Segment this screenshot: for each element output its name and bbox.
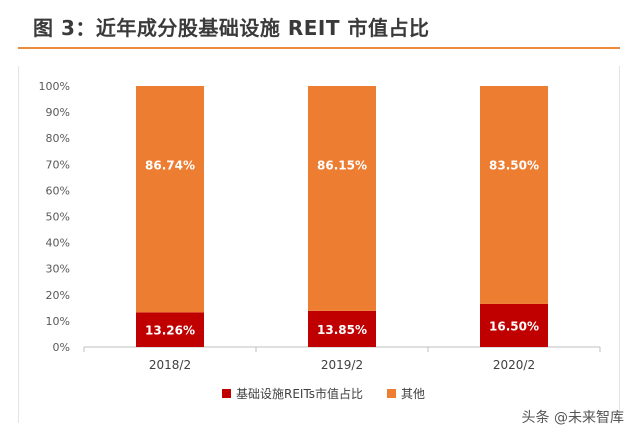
y-tick-label: 70%	[46, 158, 70, 171]
y-tick-label: 10%	[46, 315, 70, 328]
data-label: 13.85%	[317, 323, 367, 337]
chart-title: 图 3：近年成分股基础设施 REIT 市值占比	[33, 16, 430, 40]
bar-segment-reits	[136, 312, 204, 347]
watermark: 头条 @未来智库	[521, 410, 624, 426]
data-label: 86.15%	[317, 158, 367, 172]
y-tick-label: 50%	[46, 211, 70, 224]
x-tick-label: 2020/2	[493, 358, 535, 372]
chart-frame	[18, 66, 620, 423]
legend-label: 基础设施REITs市值占比	[236, 386, 363, 401]
y-tick-label: 80%	[46, 132, 70, 145]
title-underline	[18, 47, 620, 49]
y-tick-label: 30%	[46, 263, 70, 276]
data-label: 83.50%	[489, 158, 539, 172]
bar-segment-other	[136, 86, 204, 313]
y-tick-label: 60%	[46, 184, 70, 197]
y-tick-label: 100%	[39, 80, 70, 93]
legend-swatch-other	[387, 389, 396, 398]
bar-segment-reits	[480, 303, 548, 347]
data-label: 13.26%	[145, 324, 195, 338]
data-label: 16.50%	[489, 319, 539, 333]
bar-segment-other	[308, 86, 376, 311]
x-tick-label: 2018/2	[149, 358, 191, 372]
bar-segment-reits	[308, 310, 376, 347]
data-label: 86.74%	[145, 158, 195, 172]
y-tick-label: 90%	[46, 106, 70, 119]
bar-segment-other	[480, 86, 548, 304]
y-tick-label: 40%	[46, 237, 70, 250]
y-tick-label: 20%	[46, 289, 70, 302]
legend-swatch-reits	[222, 389, 231, 398]
x-tick-label: 2019/2	[321, 358, 363, 372]
legend-label: 其他	[401, 387, 425, 401]
y-tick-label: 0%	[53, 341, 70, 354]
